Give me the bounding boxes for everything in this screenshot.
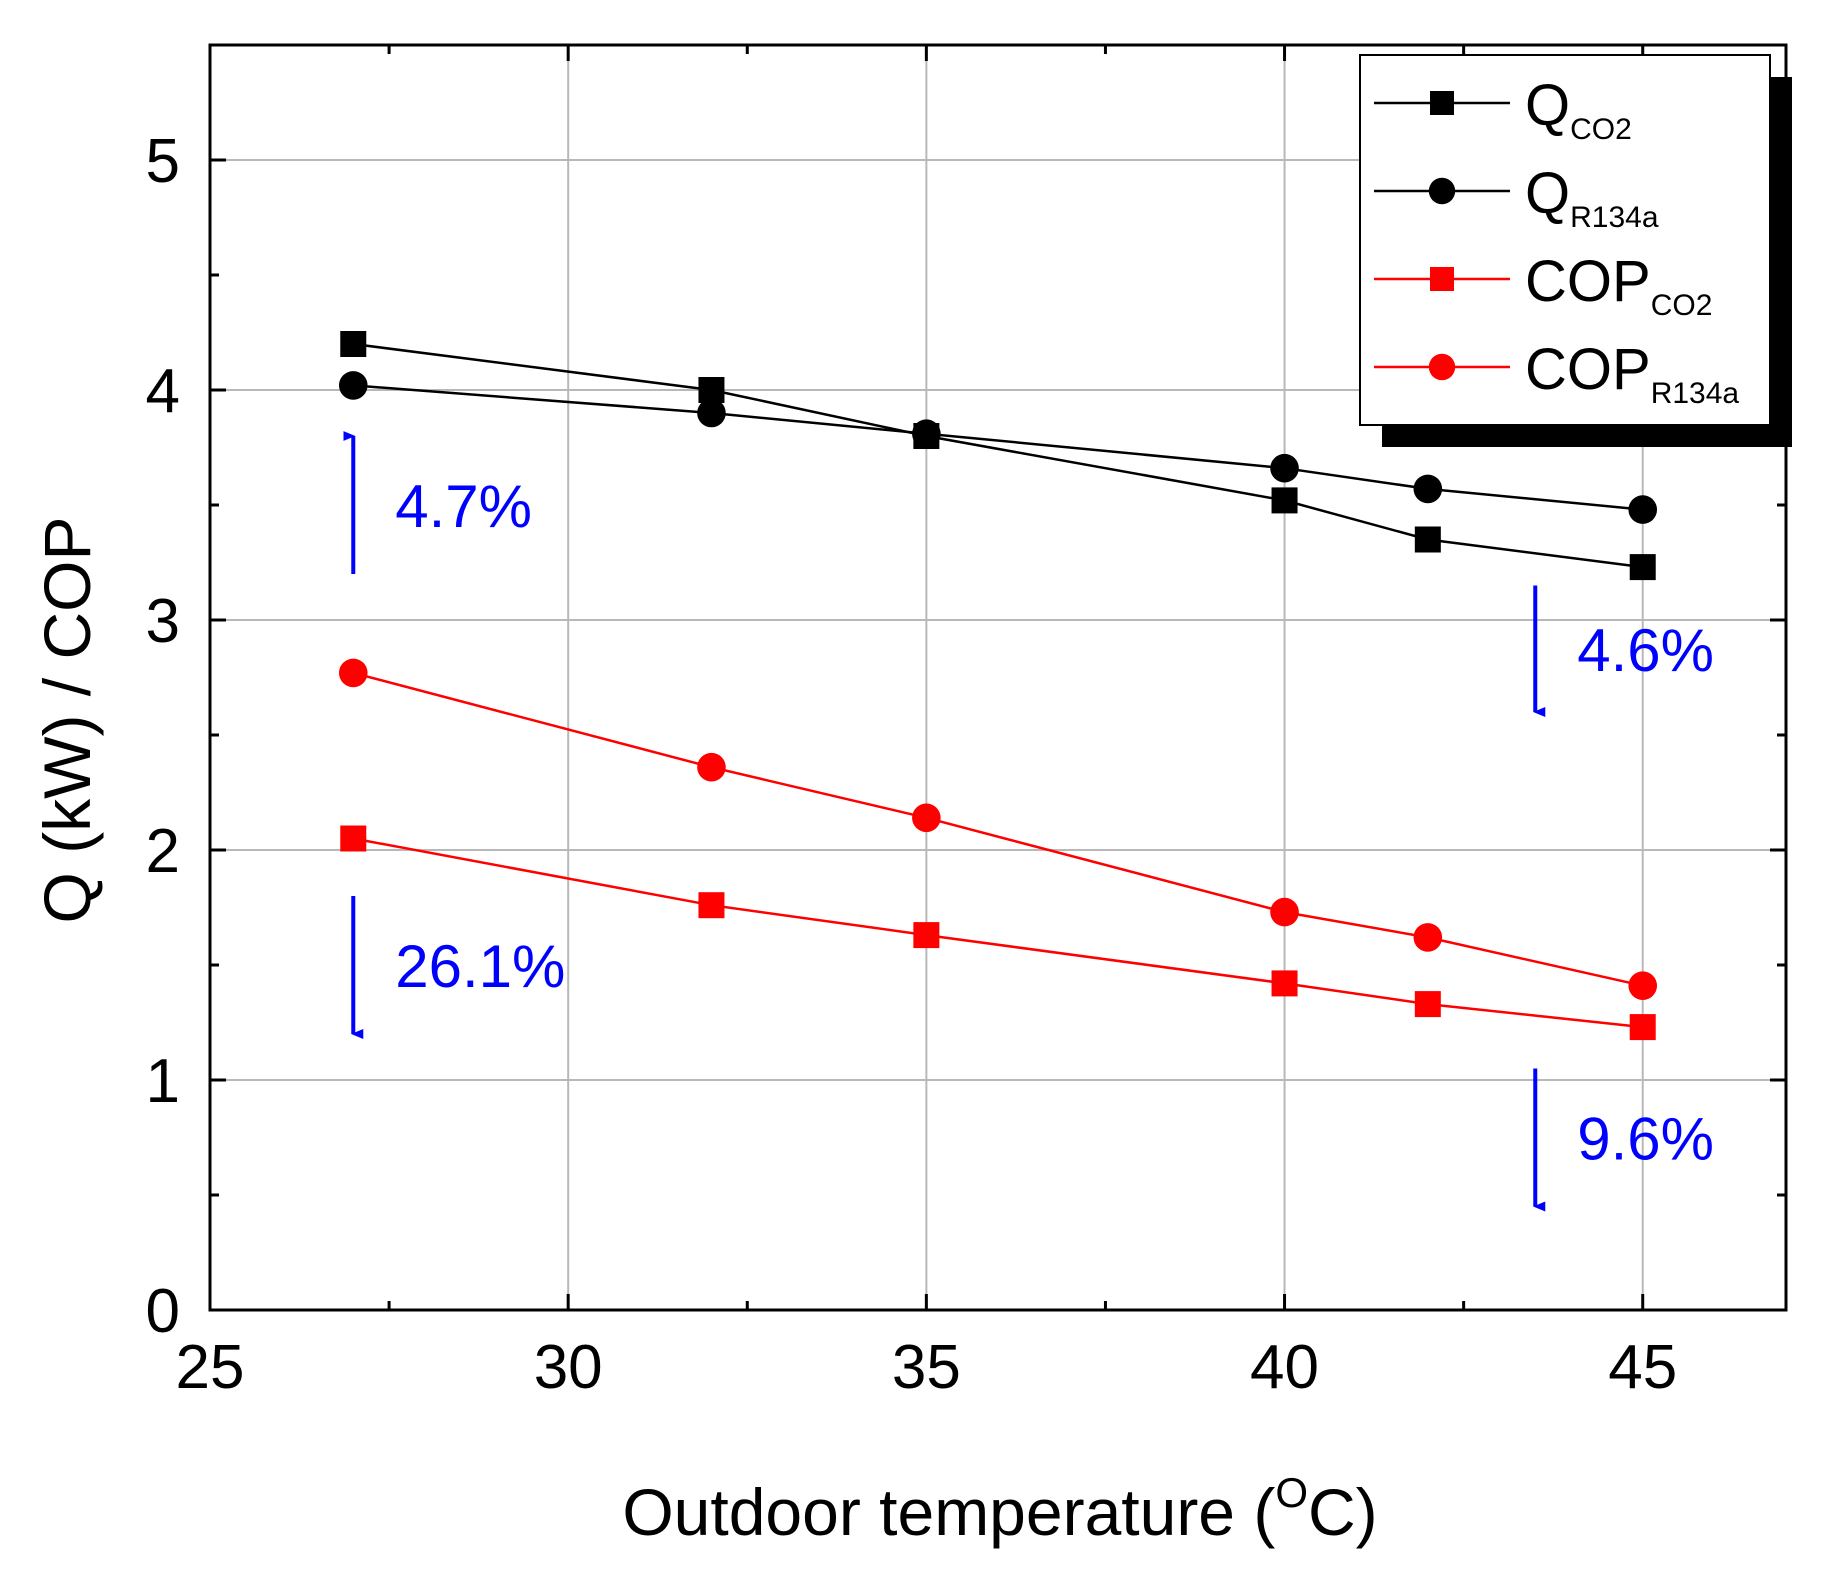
data-point [697, 752, 726, 782]
y-tick-label: 1 [146, 1047, 180, 1116]
annotation-label: 9.6% [1577, 1106, 1714, 1173]
data-point [340, 825, 367, 852]
legend-entry: COPR134a [1374, 337, 1739, 410]
y-tick-label: 4 [146, 357, 180, 426]
plot-frame [208, 43, 1788, 1312]
x-axis-label: Outdoor temperature (OC) [622, 1469, 1377, 1549]
y-tick-label: 3 [146, 587, 180, 656]
legend-label: COPCO2 [1525, 249, 1712, 322]
legend-box [1359, 54, 1771, 426]
x-tick-label: 45 [1608, 1333, 1677, 1402]
annotation-down: 26.1% [351, 896, 565, 1039]
legend-label: QCO2 [1525, 73, 1632, 146]
data-point [1628, 495, 1658, 524]
series-line [353, 342, 1643, 569]
x-tick-label: 30 [534, 1333, 603, 1402]
data-point [1271, 970, 1298, 997]
y-axis-label: Q (kW) / COP [30, 517, 104, 924]
legend-marker [1428, 353, 1456, 381]
data-point [698, 377, 725, 403]
data-point [1270, 897, 1299, 927]
data-point [698, 892, 725, 919]
data-point [338, 658, 368, 688]
series-line [353, 837, 1643, 1029]
plot-area-border [208, 43, 1788, 1312]
annotation-label: 26.1% [395, 933, 565, 1000]
series-line [352, 671, 1644, 987]
annotation-label: 4.7% [395, 473, 532, 540]
legend-entry: QR134a [1374, 161, 1659, 234]
data-point [912, 419, 941, 449]
legend: QCO2 QR134a COPCO2 COPR134a [1359, 54, 1792, 447]
legend-marker [1430, 267, 1454, 291]
legend-entry: QCO2 [1374, 73, 1632, 146]
data-point [913, 922, 940, 949]
data-point [1629, 554, 1656, 581]
data-point [697, 398, 726, 428]
y-tick-label: 2 [146, 817, 180, 886]
annotation-label: 4.6% [1577, 617, 1714, 684]
y-tick-label: 0 [146, 1277, 180, 1346]
annotations: 4.7% 4.6% 26.1% 9.6% [343, 431, 1714, 1212]
y-tick-label: 5 [146, 127, 180, 196]
data-point [338, 371, 368, 400]
legend-label: QR134a [1525, 161, 1659, 234]
data-point [1271, 487, 1298, 514]
x-tick-label: 40 [1250, 1333, 1319, 1402]
legend-marker [1430, 91, 1454, 115]
annotation-down: 9.6% [1533, 1068, 1714, 1212]
annotation-up: 4.7% [343, 431, 532, 574]
data-point [1628, 971, 1658, 1000]
series-cop-co2 [340, 825, 1656, 1041]
data-point [1629, 1014, 1656, 1041]
series-q-r134a [338, 371, 1658, 524]
data-point [1413, 474, 1443, 504]
data-point [1414, 991, 1441, 1018]
x-tick-label: 35 [892, 1333, 961, 1402]
data-point [1414, 526, 1441, 553]
legend-entry: COPCO2 [1374, 249, 1712, 322]
series-line [353, 384, 1643, 511]
x-tick-label: 25 [176, 1333, 245, 1402]
series-cop-r134a [338, 658, 1658, 1000]
annotation-down: 4.6% [1533, 585, 1714, 717]
legend-label: COPR134a [1525, 337, 1739, 410]
data-point [1270, 453, 1299, 483]
series-group [338, 331, 1658, 1041]
data-point [340, 331, 367, 357]
data-point [1413, 923, 1443, 952]
data-point [912, 803, 941, 833]
legend-marker [1428, 177, 1456, 205]
